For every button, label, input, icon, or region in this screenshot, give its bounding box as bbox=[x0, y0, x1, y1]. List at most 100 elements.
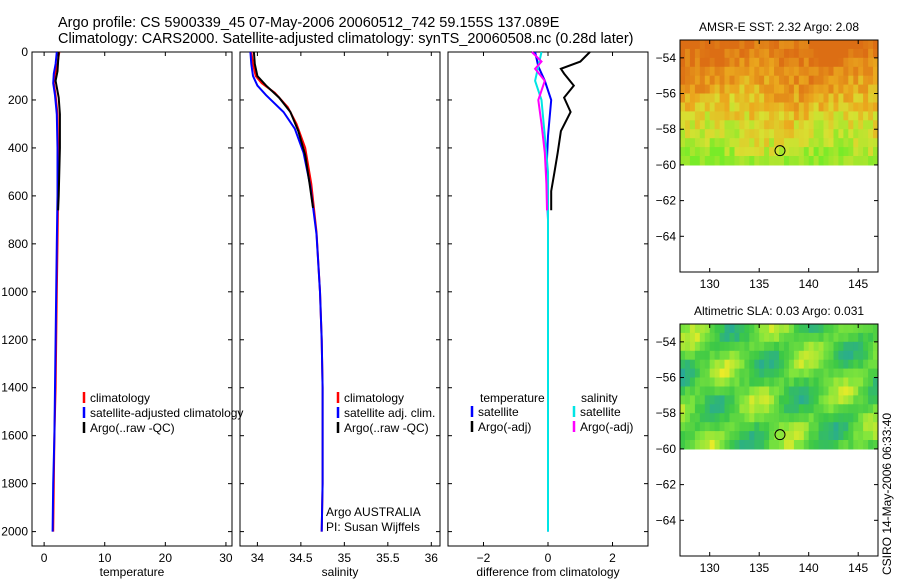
field-cell bbox=[739, 350, 745, 361]
field-cell bbox=[709, 395, 716, 405]
field-cell bbox=[858, 431, 864, 441]
field-cell bbox=[689, 120, 696, 130]
field-cell bbox=[709, 332, 716, 343]
y-tick-label: 1200 bbox=[1, 333, 28, 347]
field-cell bbox=[714, 341, 721, 352]
field-cell bbox=[813, 111, 820, 121]
field-cell bbox=[803, 84, 810, 95]
field-cell bbox=[689, 386, 696, 396]
field-cell bbox=[858, 413, 864, 423]
field-cell bbox=[754, 57, 760, 68]
field-cell bbox=[714, 66, 721, 77]
field-cell bbox=[734, 386, 740, 396]
field-cell bbox=[714, 350, 721, 361]
field-cell bbox=[848, 440, 854, 450]
field-cell bbox=[798, 102, 805, 112]
field-cell bbox=[729, 395, 735, 405]
field-cell bbox=[704, 422, 711, 432]
field-cell bbox=[873, 66, 879, 77]
field-cell bbox=[868, 102, 874, 112]
field-cell bbox=[808, 341, 815, 352]
field-cell bbox=[788, 422, 795, 432]
field-cell bbox=[868, 120, 874, 130]
field-cell bbox=[694, 138, 701, 148]
field-cell bbox=[848, 156, 854, 166]
field-cell bbox=[793, 404, 800, 414]
field-cell bbox=[759, 440, 765, 450]
field-cell bbox=[788, 404, 795, 414]
field-cell bbox=[719, 84, 726, 95]
field-cell bbox=[779, 404, 785, 414]
field-cell bbox=[729, 48, 735, 59]
field-cell bbox=[808, 368, 815, 379]
field-cell bbox=[779, 120, 785, 130]
field-cell bbox=[873, 93, 879, 103]
field-cell bbox=[818, 377, 825, 387]
field-cell bbox=[689, 324, 696, 334]
field-cell bbox=[788, 147, 795, 157]
field-cell bbox=[704, 102, 711, 112]
field-cell bbox=[680, 138, 686, 148]
legend-label: Argo(..raw -QC) bbox=[90, 421, 175, 435]
temperature-panel-frame bbox=[31, 51, 233, 547]
field-cell bbox=[689, 413, 696, 423]
field-cell bbox=[868, 395, 874, 405]
field-cell bbox=[734, 368, 740, 379]
field-cell bbox=[704, 57, 711, 68]
field-cell bbox=[734, 413, 740, 423]
annotation: Argo AUSTRALIA bbox=[326, 505, 421, 519]
field-cell bbox=[823, 395, 829, 405]
field-cell bbox=[793, 84, 800, 95]
field-cell bbox=[729, 431, 735, 441]
field-cell bbox=[853, 102, 859, 112]
field-cell bbox=[838, 404, 844, 414]
field-cell bbox=[848, 413, 854, 423]
field-cell bbox=[779, 440, 785, 450]
field-cell bbox=[779, 93, 785, 103]
field-cell bbox=[729, 129, 735, 139]
field-cell bbox=[764, 350, 770, 361]
field-cell bbox=[774, 359, 780, 370]
field-cell bbox=[853, 341, 859, 352]
field-cell bbox=[858, 84, 864, 95]
field-cell bbox=[788, 413, 795, 423]
field-cell bbox=[699, 93, 706, 103]
field-cell bbox=[769, 48, 775, 59]
field-cell bbox=[689, 422, 696, 432]
field-cell bbox=[685, 431, 691, 441]
field-cell bbox=[734, 431, 740, 441]
field-cell bbox=[853, 93, 859, 103]
field-cell bbox=[873, 324, 879, 334]
field-cell bbox=[848, 102, 854, 112]
field-cell bbox=[818, 147, 825, 157]
field-cell bbox=[863, 341, 869, 352]
field-cell bbox=[764, 395, 770, 405]
field-cell bbox=[784, 368, 790, 379]
field-cell bbox=[774, 93, 780, 103]
field-cell bbox=[734, 93, 740, 103]
field-cell bbox=[868, 440, 874, 450]
field-cell bbox=[764, 368, 770, 379]
field-cell bbox=[764, 431, 770, 441]
field-cell bbox=[818, 138, 825, 148]
field-cell bbox=[803, 111, 810, 121]
series-line bbox=[550, 51, 591, 211]
field-cell bbox=[803, 413, 810, 423]
field-cell bbox=[828, 138, 834, 148]
x-tick-label: 10 bbox=[98, 551, 112, 565]
field-cell bbox=[680, 395, 686, 405]
field-cell bbox=[685, 324, 691, 334]
field-cell bbox=[764, 377, 770, 387]
field-cell bbox=[724, 111, 730, 121]
field-cell bbox=[848, 386, 854, 396]
field-cell bbox=[838, 395, 844, 405]
field-cell bbox=[719, 324, 726, 334]
field-cell bbox=[823, 129, 829, 139]
field-cell bbox=[853, 48, 859, 59]
field-cell bbox=[739, 57, 745, 68]
field-cell bbox=[774, 368, 780, 379]
field-cell bbox=[793, 377, 800, 387]
sst-map-frame bbox=[679, 39, 879, 273]
field-cell bbox=[689, 431, 696, 441]
field-cell bbox=[793, 138, 800, 148]
